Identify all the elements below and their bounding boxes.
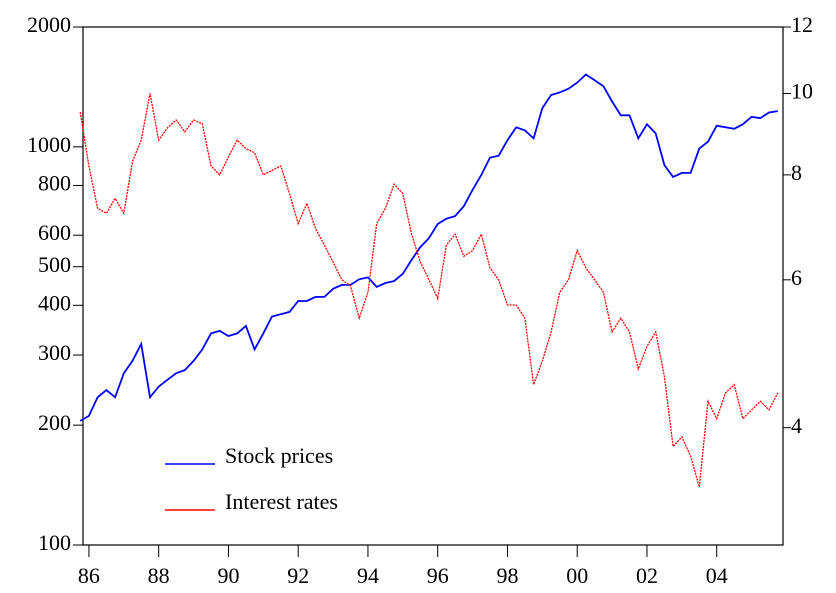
y-tick-label: 1000 — [27, 132, 71, 157]
y2-tick-label: 12 — [791, 12, 813, 37]
x-tick-label: 02 — [636, 563, 658, 588]
x-tick-label: 88 — [148, 563, 170, 588]
x-tick-label: 04 — [706, 563, 728, 588]
legend: Stock prices Interest rates — [165, 443, 338, 514]
series-line — [79, 93, 779, 488]
x-tick-label: 86 — [78, 563, 100, 588]
y2-tick-label: 6 — [791, 265, 802, 290]
series-line — [79, 73, 778, 422]
plot-frame — [82, 26, 784, 546]
y-tick-label: 100 — [38, 530, 71, 555]
y2-tick-label: 8 — [791, 160, 802, 185]
x-tick-label: 00 — [566, 563, 588, 588]
y-tick-label: 600 — [38, 220, 71, 245]
y-tick-label: 500 — [38, 252, 71, 277]
y-tick-label: 400 — [38, 290, 71, 315]
x-tick-label: 90 — [217, 563, 239, 588]
y-tick-label: 200 — [38, 410, 71, 435]
y-tick-label: 300 — [38, 340, 71, 365]
legend-label: Interest rates — [225, 489, 338, 514]
y2-tick-label: 10 — [791, 79, 813, 104]
x-tick-label: 94 — [357, 563, 379, 588]
y2-tick-label: 4 — [791, 413, 802, 438]
x-tick-label: 98 — [496, 563, 518, 588]
x-tick-label: 92 — [287, 563, 309, 588]
y-tick-label: 2000 — [27, 12, 71, 37]
x-tick-label: 96 — [427, 563, 449, 588]
y-tick-label: 800 — [38, 170, 71, 195]
legend-label: Stock prices — [225, 443, 333, 468]
